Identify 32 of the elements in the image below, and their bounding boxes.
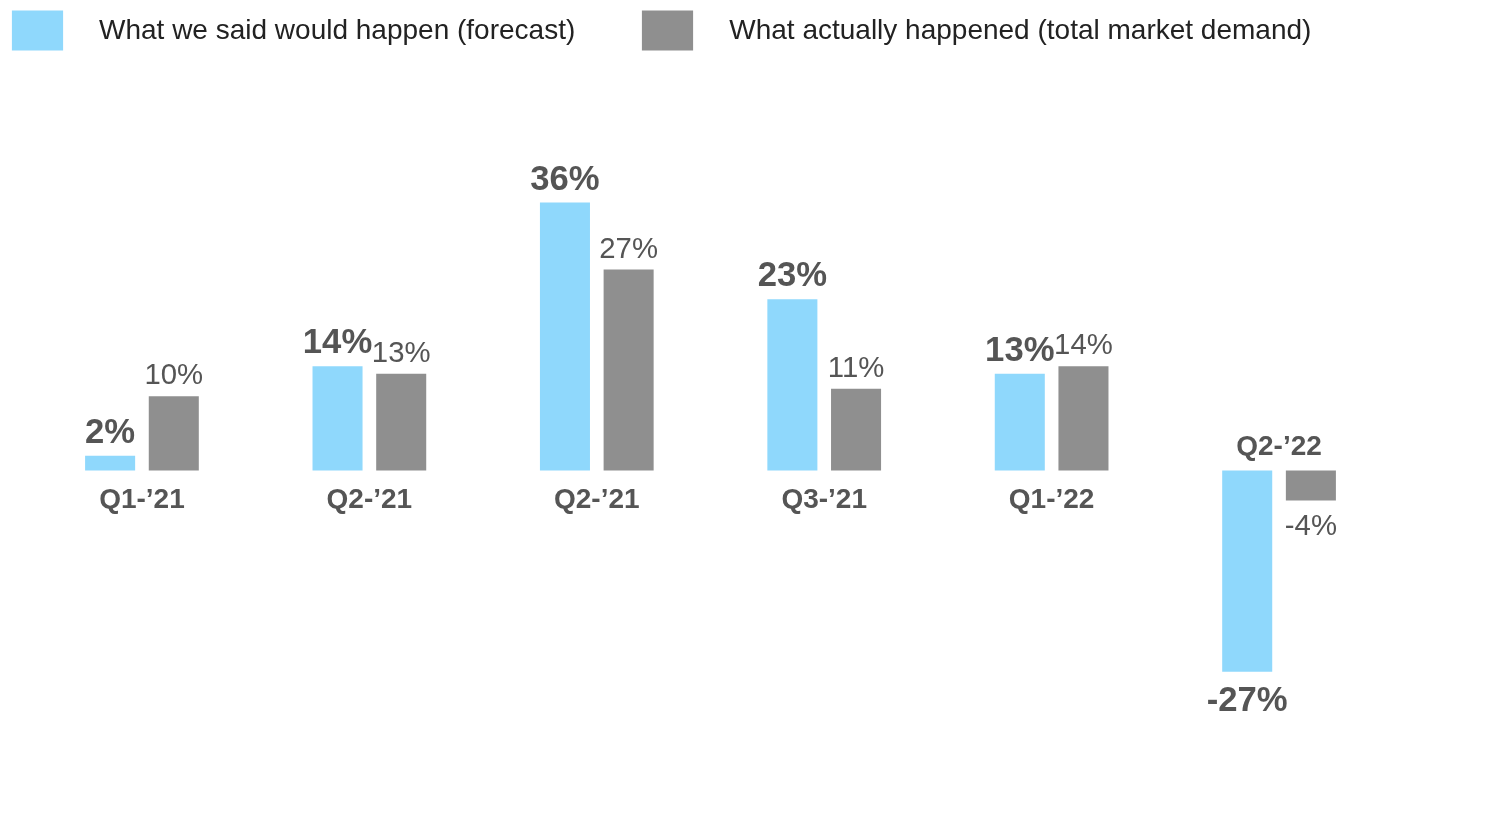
data-label: 11% <box>827 349 885 383</box>
x-tick-label: Q2-’21 <box>326 482 413 514</box>
data-label: -27% <box>1206 679 1288 718</box>
data-label: 2% <box>85 411 136 450</box>
bar <box>85 455 136 471</box>
bar <box>1222 470 1273 672</box>
x-tick-label: Q1-’21 <box>99 482 185 514</box>
bar <box>539 202 590 471</box>
data-label: 13% <box>371 334 431 368</box>
x-tick-label: Q2-’22 <box>1236 429 1322 461</box>
bar <box>148 396 199 471</box>
data-label: 14% <box>302 322 373 361</box>
bar <box>994 373 1045 471</box>
data-label: 10% <box>144 357 204 391</box>
bar <box>831 388 882 471</box>
data-label: -4% <box>1284 508 1337 542</box>
legend-label: What we said would happen (forecast) <box>99 14 576 46</box>
bar <box>767 299 818 471</box>
legend-label: What actually happened (total market demand) <box>729 14 1312 46</box>
x-tick-label: Q2-’21 <box>553 482 640 514</box>
data-label: 36% <box>530 158 600 197</box>
bar <box>1285 470 1336 501</box>
data-label: 27% <box>599 230 658 264</box>
bar <box>376 373 427 471</box>
bar <box>603 269 654 471</box>
x-tick-label: Q3-’21 <box>781 482 868 514</box>
bar <box>1058 366 1109 471</box>
x-tick-label: Q1-’22 <box>1008 482 1095 514</box>
data-label: 13% <box>985 329 1055 368</box>
bar <box>312 366 363 471</box>
data-label: 14% <box>1054 327 1113 361</box>
data-label: 23% <box>757 255 828 294</box>
